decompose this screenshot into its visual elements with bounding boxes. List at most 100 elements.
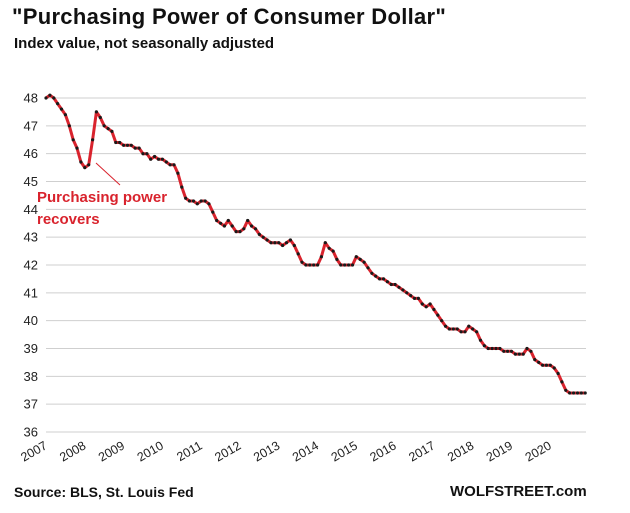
data-point bbox=[308, 263, 312, 267]
chart-title: "Purchasing Power of Consumer Dollar" bbox=[12, 4, 447, 29]
x-tick-label: 2011 bbox=[174, 438, 204, 464]
x-axis: 2007 2008 2009 2010 2011 2012 2013 2014 2015 2016… bbox=[18, 438, 553, 464]
data-point bbox=[486, 346, 490, 351]
data-point bbox=[222, 224, 226, 228]
data-point bbox=[207, 202, 211, 206]
data-point bbox=[424, 305, 428, 309]
data-point bbox=[432, 307, 436, 312]
data-point bbox=[106, 127, 110, 131]
series-group bbox=[44, 93, 587, 395]
data-point bbox=[83, 166, 87, 170]
data-point bbox=[420, 302, 424, 306]
data-point bbox=[281, 243, 285, 248]
data-point bbox=[525, 346, 529, 351]
data-point bbox=[265, 238, 269, 242]
data-point bbox=[48, 93, 52, 97]
data-point bbox=[238, 230, 242, 234]
data-point bbox=[509, 349, 514, 353]
data-point bbox=[300, 260, 304, 264]
data-point bbox=[506, 349, 510, 353]
y-tick-label: 40 bbox=[24, 313, 38, 328]
data-point bbox=[304, 263, 308, 267]
data-point bbox=[75, 146, 79, 150]
data-point bbox=[316, 263, 320, 267]
data-point bbox=[137, 146, 141, 150]
data-point bbox=[560, 380, 564, 384]
data-point bbox=[393, 282, 397, 287]
data-point bbox=[358, 257, 362, 261]
y-tick-label: 48 bbox=[24, 91, 38, 106]
x-tick-label: 2018 bbox=[445, 438, 476, 464]
data-point bbox=[370, 271, 374, 275]
data-point bbox=[548, 363, 552, 367]
data-point bbox=[191, 199, 195, 203]
data-point bbox=[296, 252, 300, 256]
data-point bbox=[219, 221, 223, 225]
data-point bbox=[129, 143, 133, 147]
y-tick-label: 44 bbox=[24, 202, 38, 217]
data-point bbox=[79, 160, 83, 164]
data-point bbox=[160, 157, 164, 161]
data-point bbox=[199, 199, 203, 203]
data-point bbox=[203, 199, 207, 203]
data-point bbox=[234, 230, 238, 234]
data-point bbox=[331, 249, 335, 253]
data-point bbox=[312, 263, 316, 267]
data-point bbox=[362, 260, 366, 264]
y-tick-label: 39 bbox=[24, 341, 38, 356]
data-point bbox=[556, 371, 560, 376]
data-point bbox=[145, 152, 149, 156]
y-tick-label: 43 bbox=[24, 230, 38, 245]
y-tick-label: 46 bbox=[24, 146, 38, 161]
data-point bbox=[564, 388, 568, 392]
annotation: Purchasing power recovers bbox=[37, 189, 167, 228]
data-point bbox=[172, 163, 176, 167]
data-point bbox=[284, 241, 289, 245]
data-point bbox=[133, 146, 137, 150]
data-point bbox=[572, 391, 576, 395]
data-point bbox=[440, 319, 444, 323]
x-tick-label: 2015 bbox=[329, 438, 360, 464]
data-point bbox=[153, 154, 157, 159]
data-point bbox=[579, 391, 583, 395]
data-point bbox=[405, 291, 409, 295]
data-point bbox=[277, 241, 281, 245]
data-point bbox=[110, 129, 114, 133]
data-point bbox=[459, 330, 463, 334]
data-point bbox=[327, 246, 331, 250]
y-tick-label: 47 bbox=[24, 118, 38, 133]
data-point bbox=[490, 346, 494, 351]
data-point bbox=[544, 363, 549, 367]
x-tick-label: 2013 bbox=[251, 438, 282, 464]
y-tick-label: 37 bbox=[24, 397, 38, 412]
data-point bbox=[378, 277, 382, 281]
data-point bbox=[323, 241, 327, 245]
data-point bbox=[339, 263, 343, 267]
annotation-leader-line bbox=[95, 162, 121, 186]
data-point bbox=[118, 140, 122, 145]
data-point bbox=[246, 218, 250, 223]
data-point bbox=[102, 124, 106, 128]
data-point bbox=[273, 241, 277, 245]
data-point bbox=[389, 282, 393, 287]
data-point bbox=[436, 313, 440, 317]
x-tick-label: 2017 bbox=[406, 438, 437, 464]
data-point bbox=[416, 296, 420, 300]
x-tick-label: 2014 bbox=[290, 438, 321, 464]
y-tick-label: 42 bbox=[24, 258, 38, 273]
source-note: Source: BLS, St. Louis Fed bbox=[14, 484, 194, 500]
y-tick-label: 45 bbox=[24, 174, 38, 189]
data-point bbox=[71, 138, 75, 142]
data-point bbox=[56, 102, 60, 106]
brand-logo-text: WOLFSTREET.com bbox=[450, 483, 587, 500]
x-tick-label: 2020 bbox=[523, 438, 554, 464]
data-point bbox=[242, 227, 246, 231]
data-point bbox=[52, 96, 56, 100]
data-point bbox=[575, 391, 580, 395]
data-point bbox=[226, 218, 230, 223]
x-tick-label: 2012 bbox=[212, 438, 243, 464]
data-point bbox=[184, 196, 188, 200]
data-point bbox=[533, 358, 537, 362]
data-point bbox=[428, 302, 432, 306]
